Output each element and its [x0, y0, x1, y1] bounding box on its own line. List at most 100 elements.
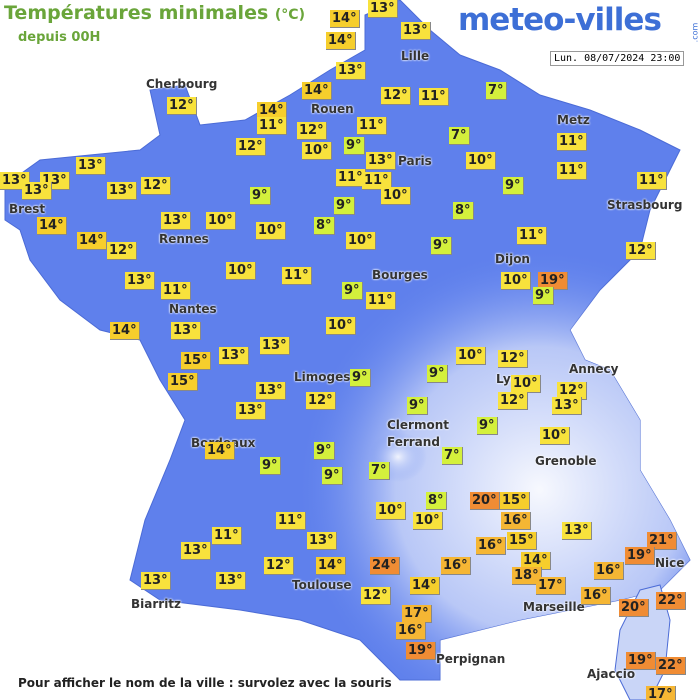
temperature-label[interactable]: 14°: [330, 10, 360, 28]
temperature-label[interactable]: 13°: [260, 337, 290, 355]
temperature-label[interactable]: 13°: [366, 152, 396, 170]
temperature-label[interactable]: 14°: [326, 32, 356, 50]
temperature-label[interactable]: 12°: [381, 87, 411, 105]
temperature-label[interactable]: 11°: [257, 117, 287, 135]
temperature-label[interactable]: 10°: [206, 212, 236, 230]
temperature-label[interactable]: 13°: [307, 532, 337, 550]
temperature-label[interactable]: 9°: [477, 417, 498, 435]
temperature-label[interactable]: 16°: [501, 512, 531, 530]
temperature-label[interactable]: 18°: [512, 567, 542, 585]
temperature-label[interactable]: 16°: [581, 587, 611, 605]
temperature-label[interactable]: 7°: [449, 127, 470, 145]
temperature-label[interactable]: 10°: [540, 427, 570, 445]
temperature-label[interactable]: 13°: [171, 322, 201, 340]
temperature-label[interactable]: 15°: [181, 352, 211, 370]
temperature-label[interactable]: 13°: [219, 347, 249, 365]
temperature-label[interactable]: 13°: [141, 572, 171, 590]
temperature-label[interactable]: 9°: [314, 442, 335, 460]
temperature-label[interactable]: 13°: [562, 522, 592, 540]
temperature-label[interactable]: 10°: [501, 272, 531, 290]
temperature-label[interactable]: 9°: [533, 287, 554, 305]
temperature-label[interactable]: 10°: [346, 232, 376, 250]
temperature-label[interactable]: 13°: [107, 182, 137, 200]
temperature-label[interactable]: 12°: [306, 392, 336, 410]
temperature-label[interactable]: 13°: [256, 382, 286, 400]
temperature-label[interactable]: 17°: [402, 605, 432, 623]
temperature-label[interactable]: 9°: [334, 197, 355, 215]
temperature-label[interactable]: 10°: [511, 375, 541, 393]
temperature-label[interactable]: 13°: [336, 62, 366, 80]
temperature-label[interactable]: 9°: [431, 237, 452, 255]
temperature-label[interactable]: 11°: [336, 169, 366, 187]
temperature-label[interactable]: 11°: [366, 292, 396, 310]
temperature-label[interactable]: 13°: [401, 22, 431, 40]
temperature-label[interactable]: 8°: [314, 217, 335, 235]
temperature-label[interactable]: 19°: [625, 547, 655, 565]
temperature-label[interactable]: 16°: [594, 562, 624, 580]
temperature-label[interactable]: 11°: [419, 88, 449, 106]
temperature-label[interactable]: 13°: [125, 272, 155, 290]
temperature-label[interactable]: 12°: [498, 350, 528, 368]
temperature-label[interactable]: 7°: [369, 462, 390, 480]
temperature-label[interactable]: 13°: [76, 157, 106, 175]
temperature-label[interactable]: 24°: [370, 557, 400, 575]
temperature-label[interactable]: 12°: [264, 557, 294, 575]
temperature-label[interactable]: 12°: [498, 392, 528, 410]
temperature-label[interactable]: 14°: [410, 577, 440, 595]
temperature-label[interactable]: 13°: [236, 402, 266, 420]
temperature-label[interactable]: 10°: [302, 142, 332, 160]
temperature-label[interactable]: 12°: [107, 242, 137, 260]
temperature-label[interactable]: 19°: [626, 652, 656, 670]
temperature-label[interactable]: 10°: [256, 222, 286, 240]
temperature-label[interactable]: 10°: [381, 187, 411, 205]
temperature-label[interactable]: 22°: [656, 657, 686, 675]
temperature-label[interactable]: 14°: [77, 232, 107, 250]
temperature-label[interactable]: 8°: [426, 492, 447, 510]
temperature-label[interactable]: 22°: [656, 592, 686, 610]
temperature-label[interactable]: 17°: [536, 577, 566, 595]
temperature-label[interactable]: 11°: [637, 172, 667, 190]
temperature-label[interactable]: 16°: [396, 622, 426, 640]
temperature-label[interactable]: 12°: [297, 122, 327, 140]
temperature-label[interactable]: 19°: [538, 272, 568, 290]
temperature-label[interactable]: 11°: [276, 512, 306, 530]
temperature-label[interactable]: 10°: [326, 317, 356, 335]
temperature-label[interactable]: 11°: [362, 172, 392, 190]
temperature-label[interactable]: 17°: [646, 686, 676, 700]
temperature-label[interactable]: 9°: [427, 365, 448, 383]
temperature-label[interactable]: 11°: [557, 133, 587, 151]
temperature-label[interactable]: 13°: [216, 572, 246, 590]
temperature-label[interactable]: 11°: [357, 117, 387, 135]
temperature-label[interactable]: 9°: [407, 397, 428, 415]
temperature-label[interactable]: 10°: [376, 502, 406, 520]
temperature-label[interactable]: 13°: [22, 182, 52, 200]
temperature-label[interactable]: 19°: [406, 642, 436, 660]
temperature-label[interactable]: 7°: [486, 82, 507, 100]
temperature-label[interactable]: 8°: [453, 202, 474, 220]
temperature-label[interactable]: 11°: [161, 282, 191, 300]
temperature-label[interactable]: 20°: [619, 599, 649, 617]
temperature-label[interactable]: 14°: [205, 442, 235, 460]
temperature-label[interactable]: 12°: [557, 382, 587, 400]
temperature-label[interactable]: 10°: [466, 152, 496, 170]
temperature-label[interactable]: 10°: [456, 347, 486, 365]
temperature-label[interactable]: 20°: [470, 492, 500, 510]
temperature-label[interactable]: 9°: [250, 187, 271, 205]
temperature-label[interactable]: 14°: [110, 322, 140, 340]
temperature-label[interactable]: 7°: [442, 447, 463, 465]
temperature-label[interactable]: 12°: [141, 177, 171, 195]
temperature-label[interactable]: 9°: [503, 177, 524, 195]
temperature-label[interactable]: 9°: [344, 137, 365, 155]
temperature-label[interactable]: 14°: [37, 217, 67, 235]
temperature-label[interactable]: 14°: [316, 557, 346, 575]
temperature-label[interactable]: 11°: [282, 267, 312, 285]
temperature-label[interactable]: 15°: [168, 373, 198, 391]
temperature-label[interactable]: 9°: [342, 282, 363, 300]
temperature-label[interactable]: 13°: [368, 0, 398, 18]
temperature-label[interactable]: 13°: [552, 397, 582, 415]
temperature-label[interactable]: 13°: [161, 212, 191, 230]
temperature-label[interactable]: 9°: [350, 369, 371, 387]
temperature-label[interactable]: 11°: [212, 527, 242, 545]
temperature-label[interactable]: 16°: [441, 557, 471, 575]
temperature-label[interactable]: 11°: [557, 162, 587, 180]
